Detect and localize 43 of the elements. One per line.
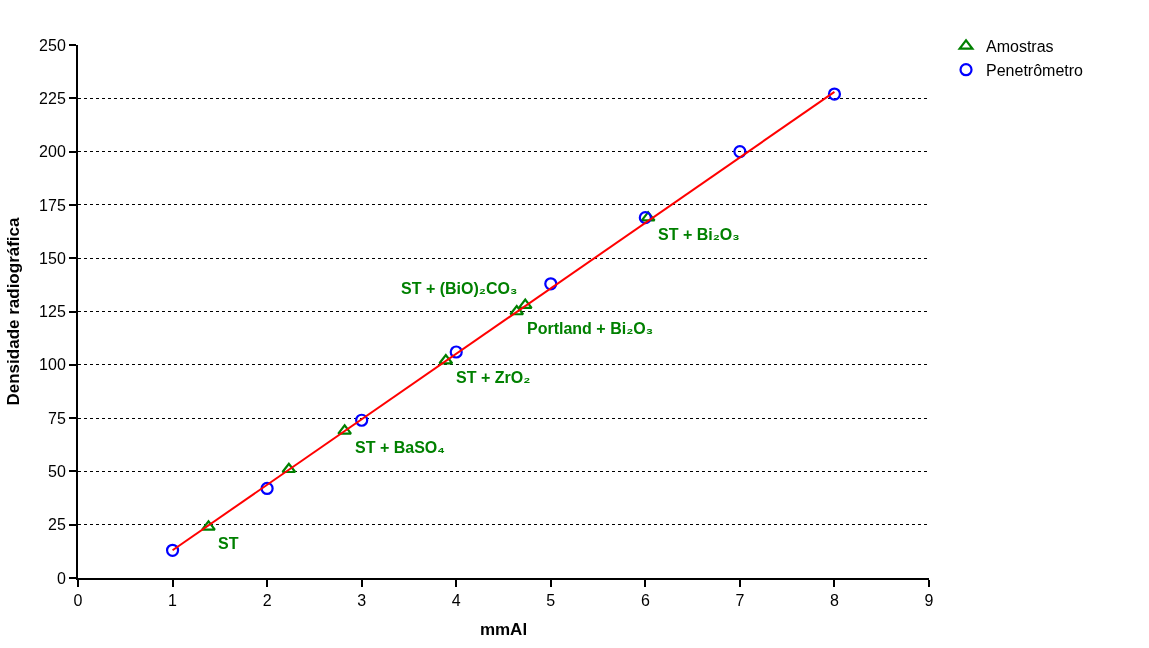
y-tick-label: 150 bbox=[39, 249, 66, 267]
x-tick-label: 5 bbox=[546, 592, 556, 610]
annotation: ST bbox=[218, 535, 239, 552]
x-tick-label: 2 bbox=[262, 592, 272, 610]
legend-label: Amostras bbox=[986, 38, 1054, 56]
annotation: ST + (BiO)₂CO₃ bbox=[401, 280, 518, 297]
annotation: Portland + Bi₂O₃ bbox=[527, 320, 654, 337]
point bbox=[509, 304, 525, 316]
x-tick-label: 9 bbox=[924, 592, 934, 610]
x-tick-label: 0 bbox=[73, 592, 83, 610]
y-tick-label: 175 bbox=[39, 196, 66, 214]
x-axis-title: mmAl bbox=[479, 620, 528, 640]
x-tick-label: 1 bbox=[168, 592, 178, 610]
x-tick-label: 6 bbox=[640, 592, 650, 610]
point bbox=[260, 481, 274, 496]
point bbox=[638, 211, 652, 225]
x-tick-label: 4 bbox=[451, 592, 461, 610]
y-tick-label: 125 bbox=[39, 303, 66, 321]
y-tick-label: 225 bbox=[39, 89, 66, 107]
point bbox=[201, 520, 216, 531]
y-tick-label: 25 bbox=[48, 516, 66, 534]
x-tick-label: 3 bbox=[357, 592, 367, 610]
y-axis-title: Densidade radiográfica bbox=[4, 216, 24, 406]
x-tick-label: 8 bbox=[829, 592, 839, 610]
point bbox=[733, 145, 747, 159]
point bbox=[281, 462, 297, 474]
point bbox=[355, 413, 369, 427]
y-tick-label: 100 bbox=[39, 356, 66, 374]
x-tick-label: 7 bbox=[735, 592, 745, 610]
y-tick-label: 250 bbox=[39, 36, 66, 54]
y-tick-label: 0 bbox=[56, 569, 66, 587]
y-tick-label: 75 bbox=[48, 409, 66, 427]
annotation: ST + Bi₂O₃ bbox=[658, 226, 740, 243]
point bbox=[438, 353, 454, 365]
point bbox=[449, 345, 463, 359]
y-tick-label: 50 bbox=[48, 463, 66, 480]
y-tick-label: 200 bbox=[39, 143, 66, 161]
point bbox=[544, 277, 558, 291]
legend-label: Penetrômetro bbox=[986, 61, 1084, 79]
point bbox=[827, 87, 842, 101]
point bbox=[165, 543, 180, 557]
annotation: ST + ZrO₂ bbox=[456, 369, 531, 386]
annotation: ST + BaSO₄ bbox=[355, 439, 445, 456]
